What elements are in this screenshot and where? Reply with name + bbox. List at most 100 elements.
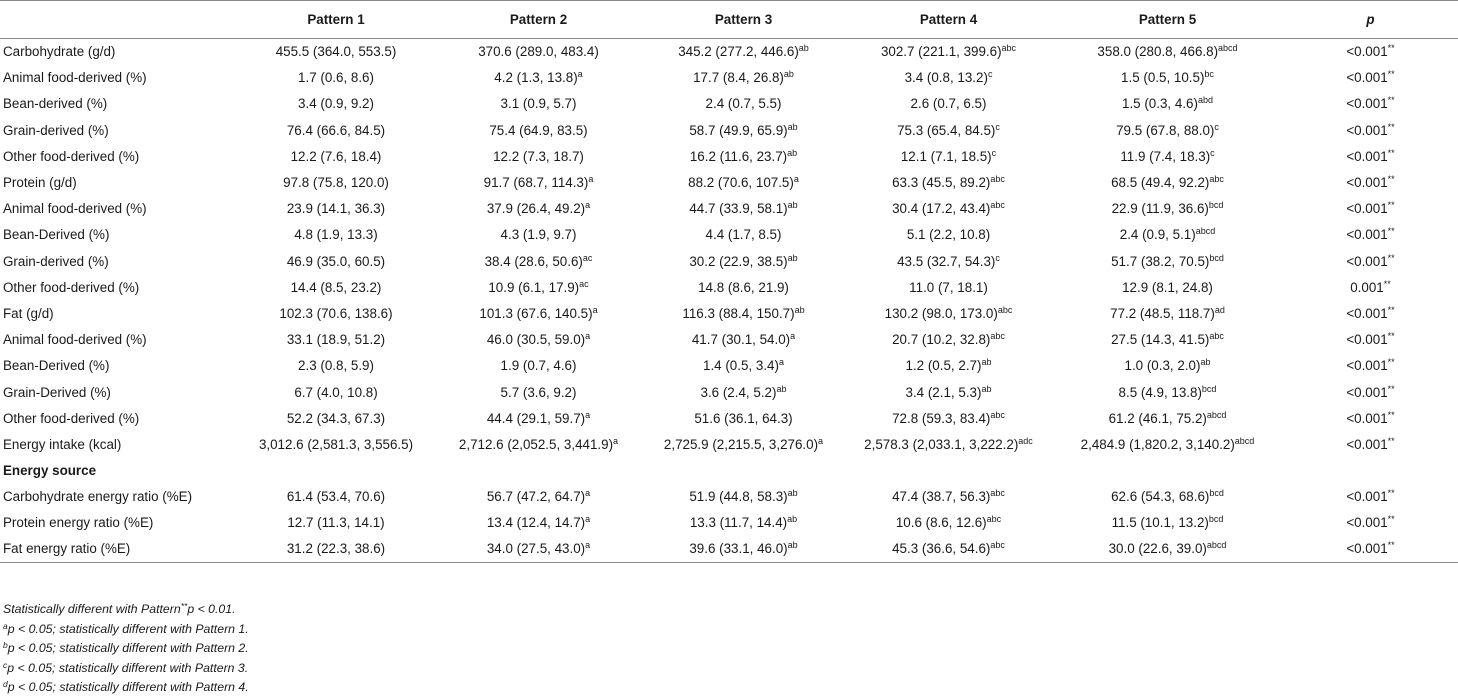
pattern-3-cell: 88.2 (70.6, 107.5)a <box>642 169 845 195</box>
cell-value: 43.5 (32.7, 54.3) <box>897 253 996 269</box>
cell-value: 47.4 (38.7, 56.3) <box>892 489 991 505</box>
p-value-cell: <0.001** <box>1283 117 1458 143</box>
pattern-4-cell: 43.5 (32.7, 54.3)c <box>845 248 1052 274</box>
significance-superscript: ** <box>1387 383 1395 394</box>
significance-superscript: ac <box>579 278 589 289</box>
cell-value: 12.1 (7.1, 18.5) <box>900 148 992 164</box>
cell-value: <0.001 <box>1346 70 1388 86</box>
cell-value: 76.4 (66.6, 84.5) <box>286 122 386 138</box>
significance-superscript: c <box>991 147 997 158</box>
pattern-3-cell: 16.2 (11.6, 23.7)ab <box>642 143 845 169</box>
footnote: Statistically different with Pattern**p … <box>3 600 249 620</box>
pattern-3-cell: 345.2 (277.2, 446.6)ab <box>642 39 845 65</box>
cell-value: 12.9 (8.1, 24.8) <box>1122 279 1213 295</box>
pattern-4-cell: 2,578.3 (2,033.1, 3,222.2)adc <box>845 431 1052 457</box>
pattern-5-cell: 30.0 (22.6, 39.0)abcd <box>1052 536 1283 563</box>
table-row: Animal food-derived (%) 23.9 (14.1, 36.3)… <box>0 196 1458 222</box>
cell-value: 46.9 (35.0, 60.5) <box>286 253 386 269</box>
pattern-1-cell: 6.7 (4.0, 10.8) <box>237 379 435 405</box>
pattern-4-cell: 5.1 (2.2, 10.8) <box>845 222 1052 248</box>
significance-superscript: ab <box>787 121 798 132</box>
pattern-5-cell: 12.9 (8.1, 24.8) <box>1052 274 1283 300</box>
pattern-4-cell: 3.4 (0.8, 13.2)c <box>845 65 1052 91</box>
cell-value: 30.0 (22.6, 39.0) <box>1108 541 1207 557</box>
footnote-marker: ** <box>180 601 188 611</box>
significance-superscript: ab <box>794 304 805 315</box>
table-row: Other food-derived (%) 52.2 (34.3, 67.3) 4… <box>0 405 1458 431</box>
row-label: Bean-Derived (%) <box>3 358 110 374</box>
significance-superscript: ** <box>1387 435 1395 446</box>
cell-value: 8.5 (4.9, 13.8) <box>1118 384 1202 400</box>
significance-superscript: a <box>588 174 594 185</box>
header-pattern-1: Pattern 1 <box>237 0 435 39</box>
footnote-text: p < 0.01. <box>187 602 236 616</box>
pattern-1-cell: 97.8 (75.8, 120.0) <box>237 169 435 195</box>
cell-value: 2.3 (0.8, 5.9) <box>298 358 374 374</box>
cell-value: 12.2 (7.6, 18.4) <box>290 148 382 164</box>
cell-value: 17.7 (8.4, 26.8) <box>693 70 784 86</box>
significance-superscript: c <box>1210 147 1215 158</box>
p-value-cell: <0.001** <box>1283 169 1458 195</box>
significance-superscript: abcd <box>1195 226 1216 237</box>
pattern-3-cell: 17.7 (8.4, 26.8)ab <box>642 65 845 91</box>
pattern-2-cell: 5.7 (3.6, 9.2) <box>435 379 642 405</box>
significance-superscript: abcd <box>1218 43 1238 54</box>
pattern-5-cell: 68.5 (49.4, 92.2)abc <box>1052 169 1283 195</box>
cell-value: <0.001 <box>1346 253 1388 269</box>
pattern-4-cell: 63.3 (45.5, 89.2)abc <box>845 169 1052 195</box>
significance-superscript: a <box>585 514 591 525</box>
p-value-cell: <0.001** <box>1283 484 1458 510</box>
pattern-4-cell: 130.2 (98.0, 173.0)abc <box>845 300 1052 326</box>
pattern-4-cell: 302.7 (221.1, 399.6)abc <box>845 39 1052 65</box>
cell-value: <0.001 <box>1346 227 1388 243</box>
header-label <box>0 0 237 39</box>
pattern-2-cell: 3.1 (0.9, 5.7) <box>435 91 642 117</box>
footnote: bp < 0.05; statistically different with … <box>3 639 249 659</box>
cell-value: 20.7 (10.2, 32.8) <box>892 332 991 348</box>
cell-value: <0.001 <box>1346 410 1388 426</box>
row-label: Energy intake (kcal) <box>3 436 122 452</box>
pattern-1-cell: 31.2 (22.3, 38.6) <box>237 536 435 563</box>
cell-value: 1.4 (0.5, 3.4) <box>703 358 779 374</box>
significance-superscript: ** <box>1387 174 1395 185</box>
pattern-2-cell: 38.4 (28.6, 50.6)ac <box>435 248 642 274</box>
cell-value: 23.9 (14.1, 36.3) <box>286 201 386 217</box>
pattern-3-cell: 30.2 (22.9, 38.5)ab <box>642 248 845 274</box>
cell-value: 52.2 (34.3, 67.3) <box>286 410 386 426</box>
cell-value: 3.4 (0.9, 9.2) <box>298 96 374 112</box>
pattern-3-cell: 14.8 (8.6, 21.9) <box>642 274 845 300</box>
footnote-marker: b <box>3 640 8 651</box>
pattern-1-cell: 76.4 (66.6, 84.5) <box>237 117 435 143</box>
p-value-cell: <0.001** <box>1283 222 1458 248</box>
footnote: dp < 0.05; statistically different with … <box>3 678 249 698</box>
cell-value: 44.7 (33.9, 58.1) <box>689 201 788 217</box>
pattern-2-cell <box>435 458 642 484</box>
pattern-1-cell: 4.8 (1.9, 13.3) <box>237 222 435 248</box>
header-pattern-3: Pattern 3 <box>642 0 845 39</box>
cell-value: 1.7 (0.6, 8.6) <box>298 70 374 86</box>
pattern-2-cell: 37.9 (26.4, 49.2)a <box>435 196 642 222</box>
cell-value: 31.2 (22.3, 38.6) <box>286 541 386 557</box>
cell-value: 3,012.6 (2,581.3, 3,556.5) <box>258 436 414 452</box>
significance-superscript: ab <box>783 69 794 80</box>
cell-value: 302.7 (221.1, 399.6) <box>880 44 1002 60</box>
cell-value: <0.001 <box>1346 305 1388 321</box>
significance-superscript: a <box>790 331 796 342</box>
pattern-4-cell: 47.4 (38.7, 56.3)abc <box>845 484 1052 510</box>
pattern-1-cell: 61.4 (53.4, 70.6) <box>237 484 435 510</box>
cell-value: 91.7 (68.7, 114.3) <box>483 175 589 191</box>
row-label: Carbohydrate energy ratio (%E) <box>3 489 193 505</box>
significance-superscript: ** <box>1387 200 1395 211</box>
significance-superscript: abc <box>997 304 1013 315</box>
cell-value: 4.8 (1.9, 13.3) <box>294 227 378 243</box>
significance-superscript: ab <box>787 252 798 263</box>
significance-superscript: a <box>793 174 799 185</box>
cell-value: 13.3 (11.7, 14.4) <box>689 515 788 531</box>
significance-superscript: bcd <box>1209 488 1224 499</box>
significance-superscript: ** <box>1387 69 1395 80</box>
pattern-1-cell: 23.9 (14.1, 36.3) <box>237 196 435 222</box>
pattern-5-cell: 1.5 (0.3, 4.6)abd <box>1052 91 1283 117</box>
cell-value: 13.4 (12.4, 14.7) <box>486 515 586 531</box>
pattern-5-cell: 77.2 (48.5, 118.7)ad <box>1052 300 1283 326</box>
p-value-cell: <0.001** <box>1283 510 1458 536</box>
